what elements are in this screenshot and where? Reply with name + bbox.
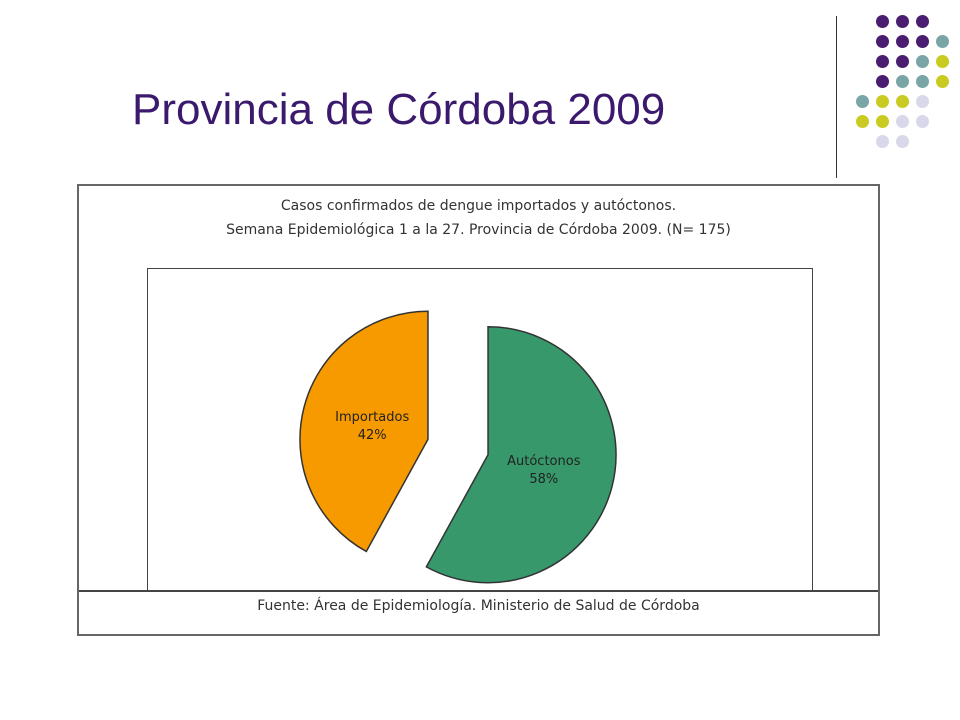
decorative-dot (916, 75, 929, 88)
pie-slice-label: Autóctonos (507, 454, 581, 469)
pie-slice-importados (299, 310, 429, 553)
decorative-dot (876, 55, 889, 68)
footer-divider (79, 590, 878, 592)
decorative-dot (916, 95, 929, 108)
plot-area (147, 268, 813, 591)
decorative-dot (856, 95, 869, 108)
decorative-dot (896, 115, 909, 128)
decorative-dot (876, 135, 889, 148)
decorative-dot (896, 55, 909, 68)
decorative-dot (916, 55, 929, 68)
decorative-dot-grid (0, 0, 960, 180)
title-divider (836, 16, 837, 178)
chart-title: Casos confirmados de dengue importados y… (280, 198, 677, 214)
decorative-dot (896, 75, 909, 88)
pie-slice-value: 58% (529, 472, 558, 487)
slide-title: Provincia de Córdoba 2009 (132, 85, 666, 134)
decorative-dot (936, 75, 949, 88)
decorative-dot (876, 75, 889, 88)
decorative-dot (896, 95, 909, 108)
decorative-dot (896, 15, 909, 28)
pie-slice-label: Importados (335, 410, 409, 425)
decorative-dot (916, 35, 929, 48)
decorative-dot (936, 35, 949, 48)
decorative-dot (916, 115, 929, 128)
chart-source: Fuente: Área de Epidemiología. Ministeri… (257, 598, 700, 614)
decorative-dot (876, 15, 889, 28)
decorative-dot (876, 35, 889, 48)
decorative-dot (896, 35, 909, 48)
pie-slice-value: 42% (358, 428, 387, 443)
decorative-dot (916, 15, 929, 28)
decorative-dot (876, 115, 889, 128)
chart-subtitle: Semana Epidemiológica 1 a la 27. Provinc… (226, 222, 731, 238)
decorative-dot (896, 135, 909, 148)
decorative-dot (856, 115, 869, 128)
decorative-dot (876, 95, 889, 108)
decorative-dot (936, 55, 949, 68)
pie-slice-autctonos (425, 325, 617, 584)
